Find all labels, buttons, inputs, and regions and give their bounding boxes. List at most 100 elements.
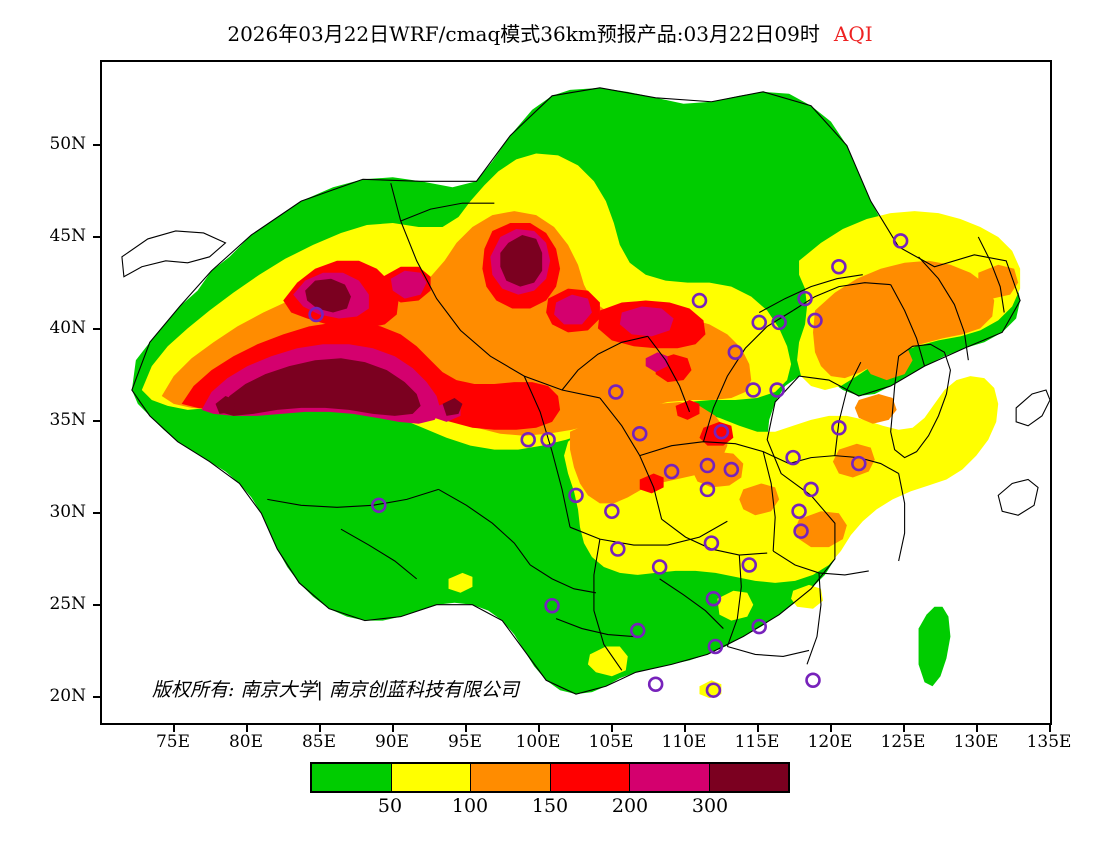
city-marker[interactable]	[647, 676, 664, 692]
city-marker[interactable]	[610, 541, 626, 557]
x-tick	[319, 725, 321, 732]
x-axis-label: 75E	[155, 732, 191, 752]
city-marker[interactable]	[651, 559, 668, 575]
city-marker[interactable]	[520, 431, 536, 448]
city-marker[interactable]	[568, 487, 584, 504]
city-marker[interactable]	[831, 259, 847, 275]
x-axis-label: 95E	[447, 732, 483, 752]
city-marker[interactable]	[540, 431, 556, 448]
x-axis-label: 115E	[734, 732, 780, 752]
city-marker[interactable]	[699, 457, 716, 474]
city-marker[interactable]	[707, 638, 724, 655]
city-marker[interactable]	[723, 461, 740, 478]
x-axis-label: 135E	[1026, 732, 1072, 752]
city-marker[interactable]	[745, 382, 762, 398]
city-marker[interactable]	[604, 503, 620, 520]
city-marker[interactable]	[851, 455, 867, 472]
city-marker[interactable]	[308, 306, 324, 323]
city-marker[interactable]	[793, 523, 809, 539]
x-tick	[392, 725, 394, 732]
x-tick	[757, 725, 759, 732]
y-tick	[93, 420, 100, 422]
x-axis-label: 130E	[953, 732, 999, 752]
x-axis-label: 110E	[661, 732, 707, 752]
y-axis-label: 45N	[49, 226, 86, 246]
city-marker[interactable]	[631, 425, 648, 442]
city-marker[interactable]	[371, 497, 387, 514]
x-axis-label: 90E	[374, 732, 410, 752]
city-marker[interactable]	[803, 481, 819, 498]
colorbar-tick-label: 200	[611, 795, 649, 817]
city-marker[interactable]	[751, 314, 767, 331]
x-axis-label: 125E	[880, 732, 926, 752]
city-marker[interactable]	[691, 292, 708, 309]
x-tick	[830, 725, 832, 732]
x-tick	[173, 725, 175, 732]
x-axis-label: 80E	[228, 732, 264, 752]
city-marker[interactable]	[703, 535, 720, 551]
city-marker[interactable]	[797, 290, 813, 307]
colorbar-segment-usg	[471, 764, 551, 791]
x-axis-label: 105E	[588, 732, 634, 752]
x-tick	[903, 725, 905, 732]
title-metric-label: AQI	[833, 22, 873, 46]
copyright-text: 版权所有: 南京大学| 南京创蓝科技有限公司	[152, 679, 519, 701]
city-marker[interactable]	[771, 314, 787, 331]
y-tick	[93, 604, 100, 606]
title-main-text: 2026年03月22日WRF/cmaq模式36km预报产品:03月22日09时	[227, 22, 820, 46]
y-axis-label: 50N	[49, 134, 86, 154]
y-tick	[93, 144, 100, 146]
colorbar-tick-label: 50	[377, 795, 403, 817]
y-tick	[93, 512, 100, 514]
city-marker[interactable]	[699, 481, 716, 498]
y-axis-label: 30N	[49, 502, 86, 522]
colorbar-segment-hazardous	[709, 764, 788, 791]
y-axis-label: 20N	[49, 686, 86, 706]
x-axis-label: 120E	[807, 732, 853, 752]
city-marker[interactable]	[791, 503, 807, 520]
city-marker[interactable]	[544, 597, 560, 614]
city-marker[interactable]	[713, 424, 730, 440]
colorbar-tick-label: 300	[691, 795, 729, 817]
colorbar-tick-label: 150	[531, 795, 569, 817]
x-axis-label: 100E	[515, 732, 561, 752]
page-title: 2026年03月22日WRF/cmaq模式36km预报产品:03月22日09时 A…	[0, 18, 1100, 47]
colorbar-segment-good	[312, 764, 392, 791]
city-marker[interactable]	[705, 682, 722, 698]
city-marker[interactable]	[831, 420, 847, 436]
y-tick	[93, 696, 100, 698]
x-tick	[611, 725, 613, 732]
province-borders	[121, 87, 1050, 695]
city-marker[interactable]	[751, 618, 767, 635]
x-tick	[246, 725, 248, 732]
city-marker[interactable]	[892, 233, 909, 249]
x-tick	[976, 725, 978, 732]
city-marker[interactable]	[805, 672, 821, 689]
city-markers[interactable]	[308, 233, 909, 698]
x-tick	[538, 725, 540, 732]
city-marker[interactable]	[705, 590, 722, 607]
x-tick	[1049, 725, 1051, 732]
colorbar-tick-label: 100	[451, 795, 489, 817]
y-axis-label: 35N	[49, 410, 86, 430]
y-tick	[93, 236, 100, 238]
city-marker[interactable]	[807, 312, 823, 329]
x-tick	[465, 725, 467, 732]
map-plot-area[interactable]	[100, 60, 1052, 725]
city-marker[interactable]	[785, 449, 801, 466]
y-axis-label: 25N	[49, 594, 86, 614]
aqi-band-hazardous	[215, 234, 543, 416]
city-marker[interactable]	[629, 622, 646, 639]
y-tick	[93, 328, 100, 330]
city-marker[interactable]	[663, 463, 680, 480]
colorbar-segment-very-unhealthy	[630, 764, 710, 791]
city-marker[interactable]	[727, 344, 744, 360]
aqi-colorbar	[310, 762, 790, 793]
y-axis-label: 40N	[49, 318, 86, 338]
city-marker[interactable]	[769, 382, 785, 398]
colorbar-segment-unhealthy	[550, 764, 630, 791]
x-axis-label: 85E	[301, 732, 337, 752]
city-marker[interactable]	[741, 557, 758, 573]
city-marker[interactable]	[608, 384, 624, 400]
